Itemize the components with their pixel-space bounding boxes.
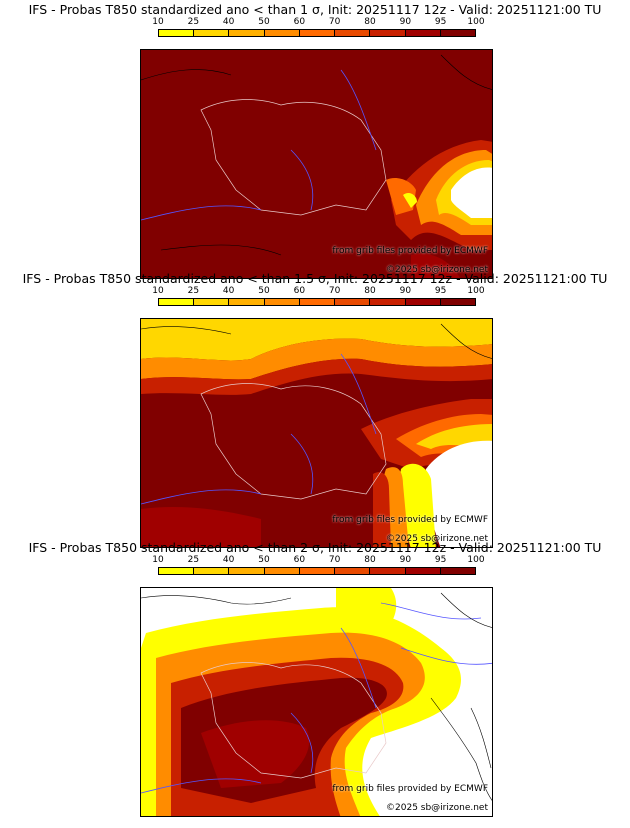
probability-map: from grib files provided by ECMWF ©2025 … (140, 49, 493, 279)
map-panel-2: IFS - Probas T850 standardized ano < tha… (0, 271, 630, 548)
colorbar-swatch (335, 299, 371, 305)
colorbar-tick-label: 40 (222, 17, 235, 27)
colorbar-swatch (159, 568, 195, 574)
colorbar-swatch (405, 30, 441, 36)
colorbar-swatch (229, 299, 265, 305)
colorbar-boxes (158, 567, 476, 575)
probability-map: from grib files provided by ECMWF ©2025 … (140, 587, 493, 817)
colorbar-tick-label: 70 (328, 555, 341, 565)
colorbar-tick-label: 10 (152, 286, 164, 296)
colorbar-tick-label: 50 (258, 17, 270, 27)
colorbar: 10 25 40 50 60 70 80 90 95 100 (152, 17, 485, 37)
colorbar-tick-label: 40 (222, 555, 235, 565)
colorbar-swatch (299, 568, 336, 574)
colorbar-swatch (405, 299, 441, 305)
colorbar-swatch (440, 299, 475, 305)
colorbar-labels: 10 25 40 50 60 70 80 90 95 100 (152, 555, 484, 566)
colorbar-swatch (264, 30, 300, 36)
colorbar-tick-label: 95 (434, 17, 447, 27)
colorbar-swatch (370, 299, 406, 305)
panel-title: IFS - Probas T850 standardized ano < tha… (22, 271, 608, 286)
colorbar-tick-label: 50 (258, 286, 270, 296)
colorbar-swatch (159, 30, 195, 36)
colorbar-tick-label: 90 (399, 555, 412, 565)
colorbar-tick-label: 90 (399, 17, 412, 27)
source-credit: from grib files provided by ECMWF (332, 246, 488, 256)
source-credit: from grib files provided by ECMWF (332, 515, 488, 525)
colorbar-tick-label: 95 (434, 555, 447, 565)
colorbar-tick-label: 100 (467, 555, 485, 565)
colorbar-swatch (264, 299, 300, 305)
colorbar-tick-label: 10 (152, 555, 164, 565)
map-panel-3: IFS - Probas T850 standardized ano < tha… (0, 540, 630, 817)
colorbar-labels: 10 25 40 50 60 70 80 90 95 100 (152, 17, 484, 28)
colorbar-swatch (229, 30, 265, 36)
panel-title: IFS - Probas T850 standardized ano < tha… (28, 2, 602, 17)
colorbar-tick-label: 95 (434, 286, 447, 296)
colorbar-tick-label: 25 (187, 17, 200, 27)
colorbar-tick-label: 70 (328, 286, 341, 296)
source-credit: from grib files provided by ECMWF (332, 784, 488, 794)
colorbar-tick-label: 10 (152, 17, 164, 27)
colorbar-swatch (229, 568, 265, 574)
colorbar-tick-label: 70 (328, 17, 341, 27)
colorbar-tick-label: 80 (364, 17, 376, 27)
colorbar-swatch (299, 30, 336, 36)
colorbar-swatch (440, 30, 475, 36)
colorbar-swatch (405, 568, 441, 574)
colorbar-swatch (264, 568, 300, 574)
colorbar-swatch (335, 30, 371, 36)
colorbar-swatch (194, 299, 230, 305)
copyright-credit: ©2025 sb@irizone.net (386, 803, 488, 813)
colorbar-tick-label: 40 (222, 286, 235, 296)
colorbar-swatch (159, 299, 195, 305)
colorbar-swatch (440, 568, 475, 574)
colorbar-tick-label: 100 (467, 17, 485, 27)
colorbar-tick-label: 60 (293, 555, 306, 565)
colorbar-tick-label: 25 (187, 286, 200, 296)
colorbar-tick-label: 60 (293, 17, 306, 27)
colorbar-tick-label: 100 (467, 286, 485, 296)
colorbar-tick-label: 80 (364, 286, 376, 296)
colorbar-swatch (335, 568, 371, 574)
probability-map: from grib files provided by ECMWF ©2025 … (140, 318, 493, 548)
copyright-credit: ©2025 sb@irizone.net (386, 534, 488, 544)
colorbar-swatch (194, 30, 230, 36)
colorbar-boxes (158, 298, 476, 306)
colorbar: 10 25 40 50 60 70 80 90 95 100 (152, 555, 485, 575)
colorbar-tick-label: 60 (293, 286, 306, 296)
colorbar-boxes (158, 29, 476, 37)
colorbar-tick-label: 90 (399, 286, 412, 296)
colorbar-swatch (194, 568, 230, 574)
colorbar-tick-label: 50 (258, 555, 270, 565)
colorbar-tick-label: 25 (187, 555, 200, 565)
colorbar-swatch (299, 299, 336, 305)
colorbar-labels: 10 25 40 50 60 70 80 90 95 100 (152, 286, 484, 297)
map-panel-1: IFS - Probas T850 standardized ano < tha… (0, 2, 630, 279)
copyright-credit: ©2025 sb@irizone.net (386, 265, 488, 275)
panel-title: IFS - Probas T850 standardized ano < tha… (28, 540, 602, 555)
colorbar: 10 25 40 50 60 70 80 90 95 100 (152, 286, 485, 306)
colorbar-tick-label: 80 (364, 555, 376, 565)
colorbar-swatch (370, 568, 406, 574)
colorbar-swatch (370, 30, 406, 36)
